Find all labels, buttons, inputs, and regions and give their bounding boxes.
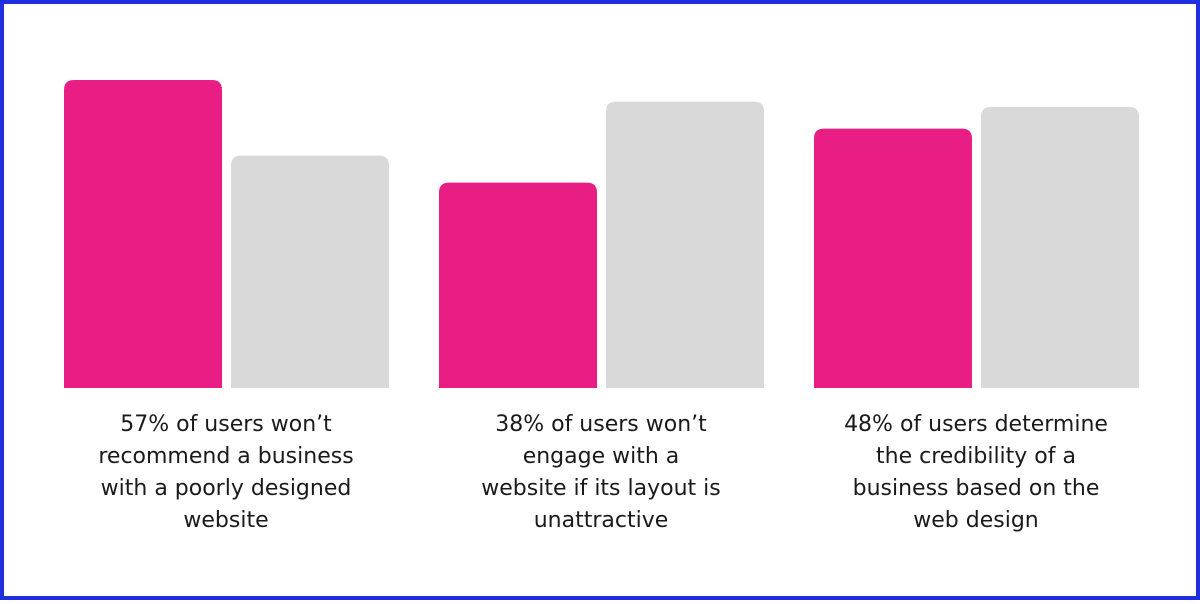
caption-3-line-2: the credibility of a: [876, 444, 1076, 469]
caption-1-line-1: 57% of users won’t: [120, 412, 332, 437]
caption-3-line-3: business based on the: [852, 476, 1100, 501]
caption-3-line-1: 48% of users determine: [844, 412, 1108, 437]
bar-group-2-rest: [606, 101, 764, 388]
caption-1: 57% of users won’t recommend a business …: [66, 409, 386, 537]
bar-group-3-highlight: [814, 128, 972, 388]
caption-2-line-4: unattractive: [533, 508, 669, 533]
bar-group-1-rest: [231, 155, 389, 388]
bar-group-3-rest: [981, 107, 1139, 388]
caption-3: 48% of users determine the credibility o…: [816, 409, 1136, 537]
caption-2-line-3: website if its layout is: [481, 476, 721, 501]
caption-1-line-3: with a poorly designed: [100, 476, 352, 501]
bar-group-1-highlight: [64, 80, 222, 388]
caption-1-line-2: recommend a business: [98, 444, 354, 469]
caption-2: 38% of users won’t engage with a website…: [441, 409, 761, 537]
caption-3-line-4: web design: [913, 508, 1039, 533]
bar-group-2-highlight: [439, 182, 597, 388]
bar-chart: [64, 80, 1139, 388]
caption-2-line-2: engage with a: [522, 444, 680, 469]
caption-2-line-1: 38% of users won’t: [495, 412, 707, 437]
caption-1-line-4: website: [183, 508, 269, 533]
